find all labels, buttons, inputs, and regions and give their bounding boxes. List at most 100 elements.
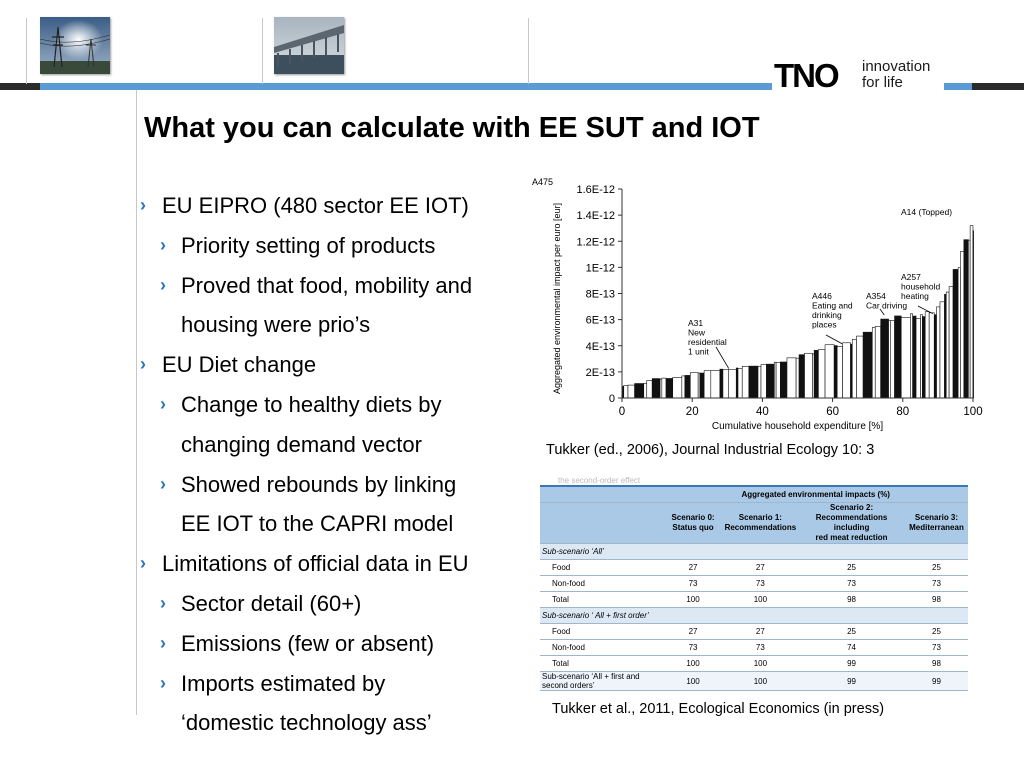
chart-bar: [880, 318, 889, 399]
table-cell: 99: [798, 671, 905, 691]
table-cell: 27: [722, 623, 799, 640]
x-tick-label: 0: [619, 406, 625, 418]
chart-bar: [627, 384, 635, 399]
table-subheader: Sub-scenario ‘ All + first order’: [540, 607, 968, 624]
chart-bar: [798, 354, 805, 399]
chart-bar: [795, 357, 800, 399]
chart-bar: [766, 363, 775, 399]
bullet-item: › Imports estimated by: [140, 664, 530, 704]
table-cell: 73: [904, 575, 968, 592]
chevron-right-icon: ›: [160, 672, 166, 693]
x-tick-label: 100: [963, 406, 982, 418]
chart-bar: [672, 377, 683, 399]
chart-bar: [957, 267, 961, 399]
header-band-left: [0, 83, 40, 90]
table-cell: 98: [904, 591, 968, 608]
bullet-text: Imports estimated by: [181, 670, 386, 696]
table-column-header: Scenario 0: Status quo: [663, 502, 723, 544]
chart-bar: [915, 318, 921, 399]
divider-line: [26, 18, 27, 84]
chart-bar: [646, 380, 653, 399]
bullet-text: Showed rebounds by linking: [181, 471, 457, 497]
chart-bar: [681, 375, 686, 399]
chart-annotation: heating: [901, 291, 929, 301]
bullet-continuation: changing demand vector: [140, 425, 530, 465]
chart-bar: [786, 357, 797, 399]
bullet-item: › Change to healthy diets by: [140, 385, 530, 425]
chart-corner-label: A475: [532, 177, 553, 187]
chart-annotation: places: [812, 320, 837, 330]
chart-bar: [684, 375, 691, 399]
bullet-text: EU Diet change: [162, 352, 317, 378]
chart-annotation: Car driving: [866, 301, 907, 311]
chart-bar: [833, 345, 838, 399]
chart-bar: [969, 225, 974, 399]
bullet-text: changing demand vector: [181, 431, 422, 457]
chart-bar: [856, 335, 864, 399]
bullet-text: Change to healthy diets by: [181, 391, 442, 417]
chart-bar: [818, 349, 826, 399]
table-header-row: Scenario 0: Status quo Scenario 1: Recommen…: [540, 502, 968, 544]
table-column-header: Scenario 3: Mediterranean: [904, 502, 968, 544]
table-cell: 73: [663, 639, 723, 656]
x-tick-label: 80: [896, 406, 909, 418]
chevron-right-icon: ›: [160, 632, 166, 653]
bullet-text: Limitations of official data in EU: [162, 551, 469, 577]
chart-annotation: A257: [901, 272, 921, 282]
bullet-text: Proved that food, mobility and: [181, 272, 473, 298]
chevron-right-icon: ›: [160, 393, 166, 414]
table-faded-text: the second-order effect: [558, 476, 641, 485]
table-cell: 25: [904, 623, 968, 640]
table-group-header: Aggregated environmental impacts (%): [663, 485, 968, 503]
logo-backdrop: [772, 58, 944, 94]
chart-bar: [862, 331, 873, 399]
y-tick-label: 0: [609, 393, 615, 405]
bullet-item: › Limitations of official data in EU: [140, 544, 530, 584]
chart-annotation: household: [901, 282, 941, 292]
y-tick-label: 1.2E-12: [576, 236, 615, 248]
table-cell: 25: [798, 559, 905, 576]
logo-tagline-line-2: for life: [862, 74, 903, 91]
chart-bar: [871, 327, 876, 399]
chevron-right-icon: ›: [160, 473, 166, 494]
impacts-table: the second-order effect Aggregated envir…: [540, 477, 968, 691]
bullet-item: › Proved that food, mobility and: [140, 266, 530, 306]
table-cell: 100: [722, 671, 799, 691]
slide-title: What you can calculate with EE SUT and I…: [144, 112, 760, 144]
chevron-right-icon: ›: [140, 354, 146, 375]
expenditure-impact-chart: 0 2E-13 4E-13 6E-13 8E-13 1E-12 1.2E-12 1.4E-12…: [532, 177, 983, 432]
table-row-label: Non-food: [540, 575, 664, 592]
tno-logo: TNO: [774, 57, 840, 94]
bullet-text: housing were prio’s: [181, 312, 371, 338]
bullet-item: › Sector detail (60+): [140, 584, 530, 624]
bullet-continuation: ‘domestic technology ass’: [140, 703, 530, 743]
chart-bar: [842, 342, 851, 399]
chevron-right-icon: ›: [160, 592, 166, 613]
chart-bar: [945, 291, 950, 399]
x-tick-label: 40: [756, 406, 769, 418]
table-cell: 73: [663, 575, 723, 592]
table-cell: 100: [663, 671, 723, 691]
chart-bar: [851, 339, 857, 399]
impacts-table-grid: Aggregated environmental impacts (%) Scen…: [540, 485, 968, 691]
chart-bar: [643, 383, 648, 399]
chevron-right-icon: ›: [160, 274, 166, 295]
chart-bar: [728, 369, 737, 399]
chart-bar: [741, 366, 750, 399]
table-column-header: [540, 502, 664, 544]
chart-bar: [928, 312, 935, 399]
chart-bar: [972, 230, 974, 399]
bullet-item: › EU EIPRO (480 sector EE IOT): [140, 186, 530, 226]
table-cell: 99: [904, 671, 968, 691]
chart-bar: [890, 320, 895, 399]
chart-annotation: A31: [688, 318, 703, 328]
chevron-right-icon: ›: [140, 195, 146, 215]
table-cell: 25: [904, 559, 968, 576]
chart-annotation: A354: [866, 291, 886, 301]
table-cell: 98: [798, 591, 905, 608]
chart-bar: [689, 372, 699, 399]
chart-bar: [634, 383, 645, 399]
table-row: Food 27 27 25 25: [540, 559, 968, 576]
chart-bar: [960, 251, 965, 399]
table-row-label: Food: [540, 623, 664, 640]
